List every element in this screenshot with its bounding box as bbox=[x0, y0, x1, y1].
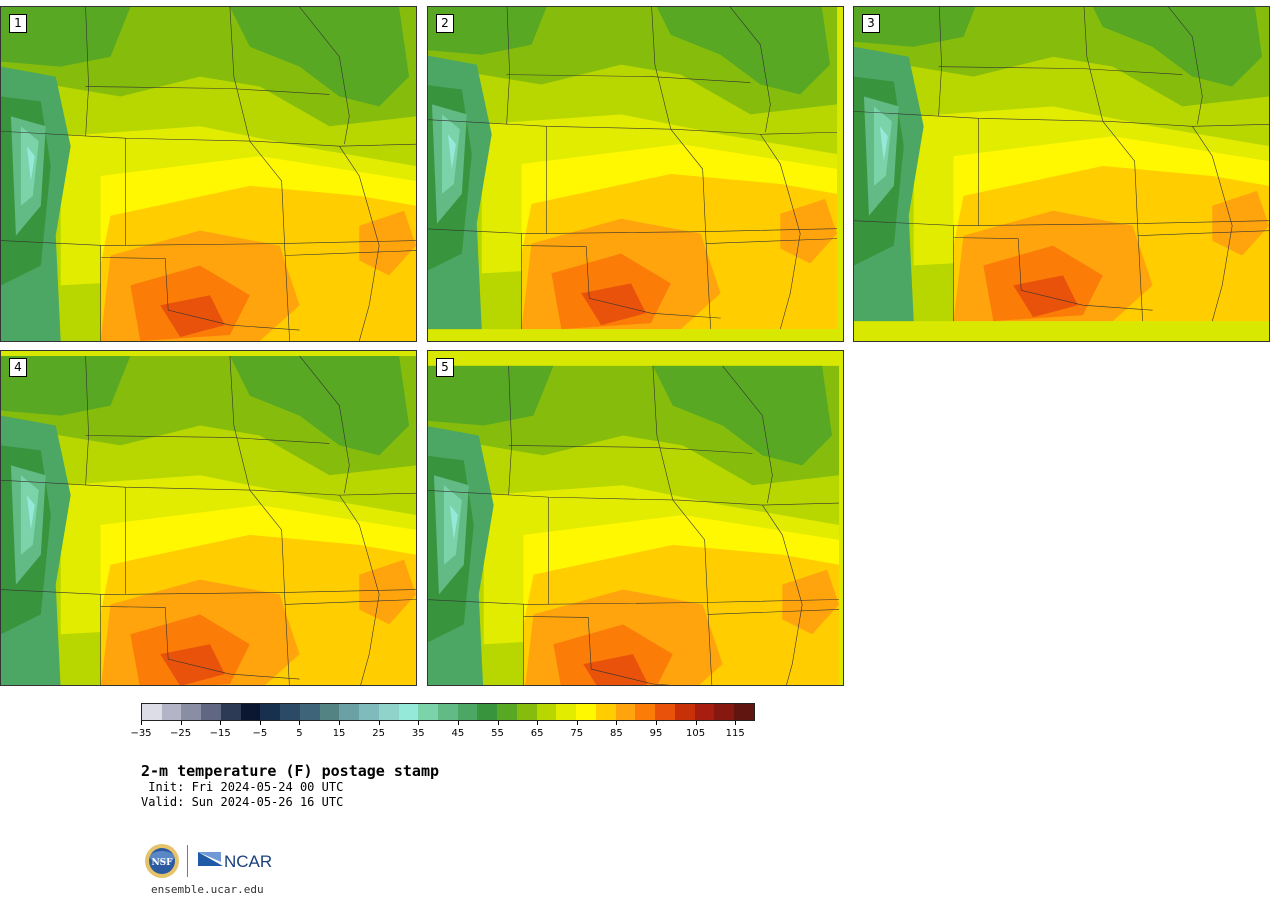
colorbar-tick bbox=[141, 721, 142, 725]
colorbar-tick bbox=[259, 721, 261, 725]
colorbar-swatch bbox=[339, 704, 360, 720]
colorbar-tick bbox=[576, 721, 578, 725]
colorbar-swatch bbox=[359, 704, 379, 720]
colorbar-swatch bbox=[694, 704, 715, 720]
colorbar-swatch bbox=[477, 704, 498, 720]
colorbar-swatch bbox=[556, 704, 577, 720]
colorbar-swatch bbox=[398, 704, 419, 720]
colorbar-tick bbox=[655, 721, 657, 725]
colorbar-tick-label: 105 bbox=[686, 728, 706, 739]
site-url: ensemble.ucar.edu bbox=[151, 883, 264, 896]
init-time: Init: Fri 2024-05-24 00 UTC bbox=[141, 780, 344, 794]
colorbar-tick bbox=[418, 721, 420, 725]
colorbar-tick-label: 65 bbox=[530, 728, 544, 739]
colorbar-ticks: −35 −25 −15 −5 5 15 25 35 45 55 65 75 85 95 105 115 bbox=[130, 721, 755, 741]
forecast-panel-1: 1 bbox=[0, 6, 417, 342]
colorbar-tick-label: 45 bbox=[451, 728, 465, 739]
temperature-map-1 bbox=[1, 7, 416, 341]
colorbar-tick-label: 85 bbox=[609, 728, 623, 739]
temperature-map-2 bbox=[428, 7, 838, 330]
colorbar-tick-label: 15 bbox=[332, 728, 346, 739]
panel-number-label: 3 bbox=[862, 14, 880, 33]
colorbar-swatch bbox=[220, 704, 241, 720]
colorbar-swatch bbox=[536, 704, 557, 720]
panel-number-label: 2 bbox=[436, 14, 454, 33]
colorbar-swatch bbox=[497, 704, 517, 720]
panel-number-label: 1 bbox=[9, 14, 27, 33]
colorbar-tick bbox=[497, 721, 499, 725]
temperature-colorbar bbox=[141, 703, 755, 721]
colorbar-swatch bbox=[319, 704, 340, 720]
colorbar-tick bbox=[695, 721, 697, 725]
forecast-panel-5: 5 bbox=[427, 350, 844, 686]
colorbar-swatch bbox=[280, 704, 300, 720]
colorbar-swatch bbox=[595, 704, 616, 720]
forecast-panel-3: 3 bbox=[853, 6, 1270, 342]
figure-title: 2-m temperature (F) postage stamp bbox=[141, 762, 440, 780]
colorbar-swatch bbox=[201, 704, 221, 720]
nsf-logo-text: NSF bbox=[151, 858, 173, 868]
nsf-logo-icon: NSF bbox=[145, 844, 179, 878]
colorbar-tick-label: 115 bbox=[725, 728, 745, 739]
colorbar-tick-label: −25 bbox=[170, 728, 192, 739]
colorbar-swatch bbox=[161, 704, 182, 720]
colorbar-swatch bbox=[378, 704, 399, 720]
colorbar-tick-label: 95 bbox=[649, 728, 663, 739]
colorbar-tick-label: 5 bbox=[296, 728, 303, 739]
colorbar-tick bbox=[537, 721, 539, 725]
colorbar-swatch bbox=[457, 704, 478, 720]
panel-number-label: 5 bbox=[436, 358, 454, 377]
colorbar-swatch bbox=[260, 704, 281, 720]
colorbar-tick bbox=[339, 721, 341, 725]
colorbar-swatch bbox=[615, 704, 636, 720]
colorbar-tick-label: 55 bbox=[491, 728, 504, 739]
forecast-panel-4: 4 bbox=[0, 350, 417, 686]
colorbar-tick bbox=[220, 721, 222, 725]
temperature-map-5 bbox=[428, 365, 840, 685]
colorbar-tick-label: −15 bbox=[209, 728, 231, 739]
panel-number-label: 4 bbox=[9, 358, 27, 377]
logo-divider bbox=[187, 845, 188, 877]
colorbar-swatch bbox=[714, 704, 735, 720]
colorbar-tick bbox=[299, 721, 301, 725]
colorbar-tick-label: 35 bbox=[411, 728, 425, 739]
valid-time: Valid: Sun 2024-05-26 16 UTC bbox=[141, 795, 344, 809]
colorbar-tick-label: 25 bbox=[372, 728, 386, 739]
temperature-map-3 bbox=[854, 7, 1269, 322]
forecast-panel-2: 2 bbox=[427, 6, 844, 342]
ncar-logo-text: NCAR bbox=[224, 852, 272, 871]
colorbar-swatch bbox=[674, 704, 695, 720]
colorbar-tick bbox=[180, 721, 182, 725]
colorbar-swatch bbox=[142, 704, 162, 720]
colorbar-swatch bbox=[516, 704, 537, 720]
colorbar-swatch bbox=[734, 704, 754, 720]
ncar-logo-icon: NCAR bbox=[198, 852, 272, 871]
colorbar-tick-label: −5 bbox=[252, 728, 268, 739]
colorbar-swatch bbox=[418, 704, 439, 720]
colorbar-tick bbox=[616, 721, 618, 725]
colorbar-tick bbox=[735, 721, 737, 725]
colorbar-swatch bbox=[181, 704, 202, 720]
colorbar-swatch bbox=[299, 704, 320, 720]
colorbar-swatch bbox=[576, 704, 596, 720]
colorbar-swatch bbox=[655, 704, 675, 720]
colorbar-swatch bbox=[240, 704, 261, 720]
colorbar-tick bbox=[457, 721, 459, 725]
temperature-map-4 bbox=[1, 355, 416, 685]
colorbar-swatch bbox=[635, 704, 656, 720]
colorbar-tick-label: 75 bbox=[570, 728, 584, 739]
colorbar-tick bbox=[378, 721, 380, 725]
colorbar-tick-label: −35 bbox=[130, 728, 152, 739]
colorbar-swatch bbox=[438, 704, 458, 720]
